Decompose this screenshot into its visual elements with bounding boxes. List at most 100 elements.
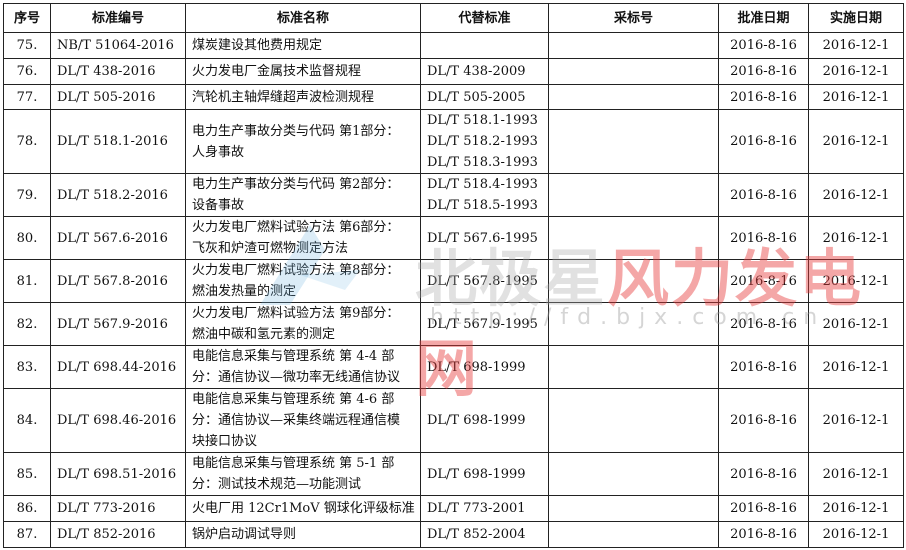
table-row: 86. DL/T 773-2016 火电厂用 12Cr1MoV 钢球化评级标准 DL/… [3, 495, 904, 522]
name-line: 燃油发热量的测定 [192, 284, 297, 299]
replaces-line: DL/T 518.3-1993 [427, 155, 538, 170]
name-line: 设备事故 [192, 198, 245, 213]
replaces-line: DL/T 518.5-1993 [427, 198, 538, 213]
replaces-line: DL/T 698-1999 [427, 359, 526, 375]
replaces-line: DL/T 698-1999 [427, 413, 526, 428]
replaces-line: DL/T 518.2-1993 [427, 134, 538, 149]
replaces-cell: DL/T 773-2001 [420, 495, 549, 522]
header-seq: 序号 [3, 3, 51, 33]
adopt-cell [548, 452, 719, 496]
table-row: 79. DL/T 518.2-2016 电力生产事故分类与代码 第2部分： 设备事故 D… [3, 173, 904, 217]
name-cell: 电能信息采集与管理系统 第 4-6 部分：通信协议—采集终端远程通信模 块接口协议 [185, 388, 421, 453]
adopt-cell [548, 302, 719, 346]
seq-cell: 82. [3, 302, 51, 346]
effective-date-cell: 2016-12-1 [808, 521, 904, 548]
seq-cell: 77. [3, 84, 51, 110]
code-cell: NB/T 51064-2016 [50, 32, 186, 59]
code-cell: DL/T 518.2-2016 [50, 173, 186, 217]
name-line: 块接口协议 [192, 434, 258, 449]
seq-cell: 75. [3, 32, 51, 59]
adopt-cell [548, 173, 719, 217]
adopt-cell [548, 84, 719, 110]
seq-cell: 84. [3, 388, 51, 453]
name-cell: 火电厂用 12Cr1MoV 钢球化评级标准 [185, 495, 421, 522]
name-line: 电力生产事故分类与代码 第1部分： [192, 123, 400, 139]
code-cell: DL/T 438-2016 [50, 58, 186, 85]
effective-date-cell: 2016-12-1 [808, 302, 904, 346]
effective-date-cell: 2016-12-1 [808, 58, 904, 85]
replaces-cell: DL/T 698-1999 [420, 452, 549, 496]
replaces-cell: DL/T 567.6-1995 [420, 216, 549, 260]
name-cell: 电力生产事故分类与代码 第1部分： 人身事故 [185, 109, 421, 174]
name-line: 电能信息采集与管理系统 第 4-6 部 [192, 392, 395, 407]
effective-date-cell: 2016-12-1 [808, 84, 904, 110]
table-row: 84. DL/T 698.46-2016 电能信息采集与管理系统 第 4-6 部分：… [3, 388, 904, 453]
approve-date-cell: 2016-8-16 [718, 84, 809, 110]
code-cell: DL/T 773-2016 [50, 495, 186, 522]
effective-date-cell: 2016-12-1 [808, 388, 904, 453]
name-line: 煤炭建设其他费用规定 [192, 38, 323, 53]
approve-date-cell: 2016-8-16 [718, 345, 809, 389]
approve-date-cell: 2016-8-16 [718, 32, 809, 59]
seq-cell: 83. [3, 345, 51, 389]
adopt-cell [548, 32, 719, 59]
header-approve-date: 批准日期 [718, 3, 809, 33]
adopt-cell [548, 495, 719, 522]
adopt-cell [548, 345, 719, 389]
header-replaces: 代替标准 [420, 3, 549, 33]
approve-date-cell: 2016-8-16 [718, 388, 809, 453]
approve-date-cell: 2016-8-16 [718, 109, 809, 174]
seq-cell: 81. [3, 259, 51, 303]
header-code: 标准编号 [50, 3, 186, 33]
name-cell: 火力发电厂燃料试验方法 第8部分： 燃油发热量的测定 [185, 259, 421, 303]
code-cell: DL/T 567.9-2016 [50, 302, 186, 346]
code-cell: DL/T 567.8-2016 [50, 259, 186, 303]
name-line: 分：通信协议—采集终端远程通信模 [192, 413, 401, 428]
adopt-cell [548, 521, 719, 548]
effective-date-cell: 2016-12-1 [808, 173, 904, 217]
table-row: 75. NB/T 51064-2016 煤炭建设其他费用规定 2016-8-16 201… [3, 32, 904, 59]
seq-cell: 85. [3, 452, 51, 496]
seq-cell: 76. [3, 58, 51, 85]
seq-cell: 87. [3, 521, 51, 548]
replaces-cell: DL/T 852-2004 [420, 521, 549, 548]
name-cell: 汽轮机主轴焊缝超声波检测规程 [185, 84, 421, 110]
replaces-line: DL/T 567.8-1995 [427, 273, 538, 289]
name-line: 分：通信协议—微功率无线通信协议 [192, 370, 401, 385]
name-cell: 煤炭建设其他费用规定 [185, 32, 421, 59]
header-effective-date: 实施日期 [808, 3, 904, 33]
name-line: 人身事故 [192, 144, 245, 160]
approve-date-cell: 2016-8-16 [718, 302, 809, 346]
code-cell: DL/T 698.46-2016 [50, 388, 186, 453]
approve-date-cell: 2016-8-16 [718, 521, 809, 548]
name-line: 火力发电厂燃料试验方法 第9部分： [192, 306, 400, 321]
seq-cell: 78. [3, 109, 51, 174]
name-cell: 锅炉启动调试导则 [185, 521, 421, 548]
replaces-cell: DL/T 518.1-1993 DL/T 518.2-1993 DL/T 518.3… [420, 109, 549, 174]
seq-cell: 80. [3, 216, 51, 260]
table-header-row: 序号 标准编号 标准名称 代替标准 采标号 批准日期 实施日期 [3, 3, 904, 33]
adopt-cell [548, 58, 719, 85]
table-row: 81. DL/T 567.8-2016 火力发电厂燃料试验方法 第8部分： 燃油发热量… [3, 259, 904, 303]
effective-date-cell: 2016-12-1 [808, 32, 904, 59]
name-cell: 电力生产事故分类与代码 第2部分： 设备事故 [185, 173, 421, 217]
effective-date-cell: 2016-12-1 [808, 259, 904, 303]
code-cell: DL/T 567.6-2016 [50, 216, 186, 260]
replaces-line: DL/T 505-2005 [427, 89, 526, 105]
adopt-cell [548, 109, 719, 174]
approve-date-cell: 2016-8-16 [718, 495, 809, 522]
seq-cell: 79. [3, 173, 51, 217]
code-cell: DL/T 505-2016 [50, 84, 186, 110]
name-line: 飞灰和炉渣可燃物测定方法 [192, 241, 349, 256]
replaces-line: DL/T 518.4-1993 [427, 177, 538, 192]
replaces-line: DL/T 852-2004 [427, 527, 526, 542]
standards-table: 序号 标准编号 标准名称 代替标准 采标号 批准日期 实施日期 75. NB/T … [3, 3, 904, 548]
table-row: 80. DL/T 567.6-2016 火力发电厂燃料试验方法 第6部分： 飞灰和炉渣… [3, 216, 904, 260]
effective-date-cell: 2016-12-1 [808, 216, 904, 260]
replaces-cell: DL/T 518.4-1993 DL/T 518.5-1993 [420, 173, 549, 217]
replaces-line: DL/T 698-1999 [427, 466, 526, 482]
approve-date-cell: 2016-8-16 [718, 58, 809, 85]
code-cell: DL/T 852-2016 [50, 521, 186, 548]
name-cell: 火力发电厂燃料试验方法 第9部分： 燃油中碳和氢元素的测定 [185, 302, 421, 346]
name-line: 汽轮机主轴焊缝超声波检测规程 [192, 89, 375, 105]
